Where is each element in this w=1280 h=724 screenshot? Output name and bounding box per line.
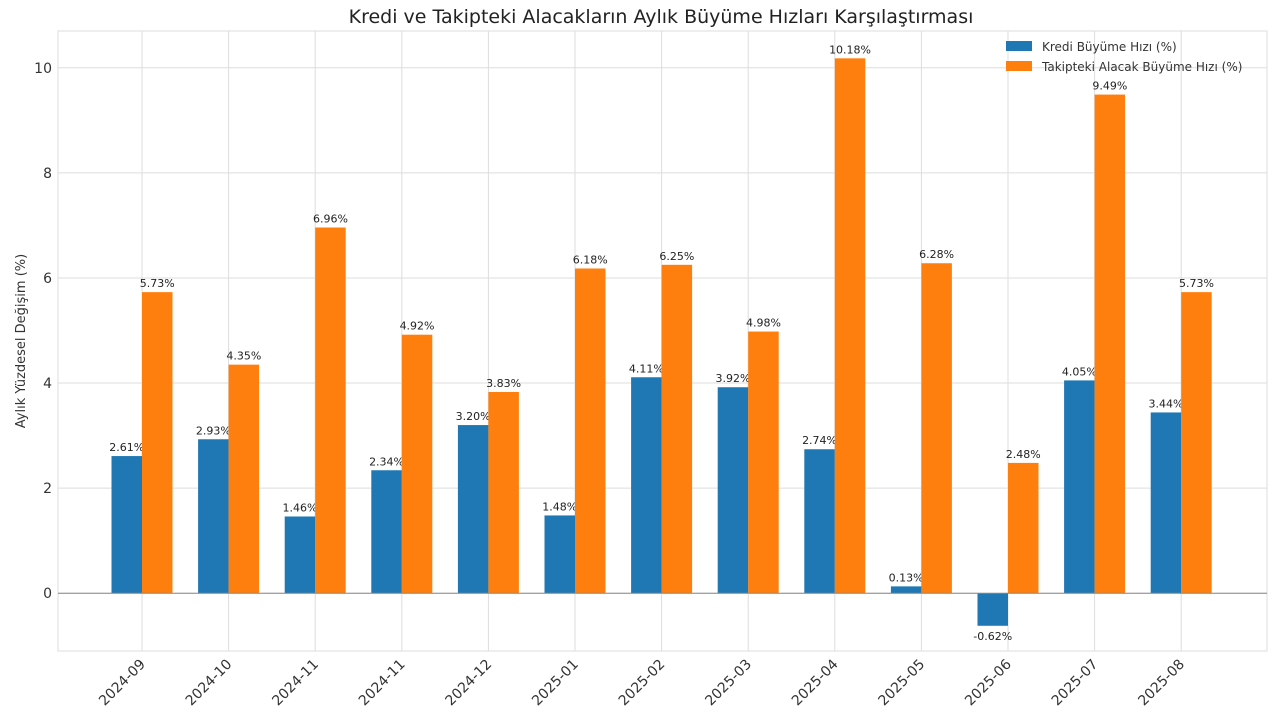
data-label: 3.20% bbox=[456, 410, 491, 423]
y-tick-label: 6 bbox=[43, 271, 52, 287]
bar-kredi bbox=[371, 470, 402, 594]
bar-takipteki bbox=[1181, 292, 1212, 594]
x-tick-label: 2024-12 bbox=[443, 657, 496, 710]
data-label: -0.62% bbox=[973, 630, 1012, 643]
bar-takipteki bbox=[921, 263, 952, 594]
chart-title: Kredi ve Takipteki Alacakların Aylık Büy… bbox=[349, 6, 974, 28]
bar-takipteki bbox=[1008, 462, 1039, 594]
data-label: 6.96% bbox=[313, 213, 348, 226]
bar-kredi bbox=[977, 593, 1008, 626]
x-tick-label: 2024-10 bbox=[183, 657, 236, 710]
data-label: 5.73% bbox=[140, 277, 175, 290]
data-label: 3.92% bbox=[715, 372, 750, 385]
bar-takipteki bbox=[142, 292, 173, 594]
legend-swatch bbox=[1006, 61, 1032, 71]
bar-kredi bbox=[804, 449, 835, 594]
bar-kredi bbox=[1064, 380, 1095, 594]
x-tick-label: 2025-01 bbox=[529, 657, 582, 710]
bar-takipteki bbox=[228, 364, 260, 594]
y-tick-label: 10 bbox=[34, 61, 52, 77]
data-label: 4.92% bbox=[400, 320, 435, 333]
data-label: 2.61% bbox=[109, 441, 144, 454]
data-label: 9.49% bbox=[1092, 80, 1127, 93]
data-label: 4.98% bbox=[746, 317, 781, 330]
y-tick-label: 4 bbox=[43, 376, 52, 392]
bar-takipteki bbox=[1094, 94, 1126, 594]
legend-swatch bbox=[1006, 41, 1032, 51]
bar-kredi bbox=[717, 387, 749, 594]
data-label: 1.48% bbox=[542, 500, 577, 513]
legend-label: Kredi Büyüme Hızı (%) bbox=[1042, 40, 1177, 54]
bar-takipteki bbox=[661, 264, 693, 594]
x-tick-label: 2025-02 bbox=[616, 657, 669, 710]
bar-takipteki bbox=[315, 227, 346, 594]
bar-takipteki bbox=[401, 334, 433, 594]
data-label: 4.11% bbox=[629, 362, 664, 375]
x-tick-label: 2024-09 bbox=[96, 657, 149, 710]
data-label: 4.05% bbox=[1062, 365, 1097, 378]
x-tick-label: 2025-08 bbox=[1135, 657, 1188, 710]
bar-kredi bbox=[631, 377, 662, 594]
x-tick-label: 2025-03 bbox=[702, 657, 755, 710]
x-tick-label: 2025-06 bbox=[962, 656, 1015, 709]
bar-takipteki bbox=[748, 331, 779, 594]
x-tick-label: 2025-07 bbox=[1049, 657, 1102, 710]
x-tick-label: 2025-05 bbox=[876, 657, 929, 710]
x-tick-label: 2025-04 bbox=[789, 656, 842, 709]
bar-kredi bbox=[198, 439, 229, 594]
y-tick-label: 2 bbox=[43, 481, 52, 497]
bar-kredi bbox=[890, 586, 922, 594]
data-label: 6.25% bbox=[659, 250, 694, 263]
data-label: 2.34% bbox=[369, 455, 404, 468]
data-label: 4.35% bbox=[226, 350, 261, 363]
bar-kredi bbox=[1150, 412, 1182, 594]
data-label: 6.18% bbox=[573, 253, 608, 266]
data-label: 6.28% bbox=[919, 248, 954, 261]
data-label: 2.74% bbox=[802, 434, 837, 447]
legend-label: Takipteki Alacak Büyüme Hızı (%) bbox=[1041, 60, 1242, 74]
bar-takipteki bbox=[575, 268, 606, 594]
bar-kredi bbox=[111, 456, 142, 594]
data-label: 0.13% bbox=[889, 571, 924, 584]
x-tick-label: 2024-11 bbox=[356, 657, 409, 710]
y-tick-label: 8 bbox=[43, 166, 52, 182]
data-label: 3.44% bbox=[1148, 397, 1183, 410]
y-tick-label: 0 bbox=[43, 586, 52, 602]
data-label: 2.48% bbox=[1006, 448, 1041, 461]
bar-kredi bbox=[284, 516, 316, 594]
data-label: 1.46% bbox=[282, 501, 317, 514]
bar-takipteki bbox=[488, 391, 519, 594]
x-tick-label: 2024-11 bbox=[269, 657, 322, 710]
data-label: 2.93% bbox=[196, 424, 231, 437]
bar-kredi bbox=[457, 425, 489, 594]
y-axis-label: Aylık Yüzdesel Değişim (%) bbox=[14, 254, 29, 428]
data-label: 3.83% bbox=[486, 377, 521, 390]
data-label: 5.73% bbox=[1179, 277, 1214, 290]
data-label: 10.18% bbox=[829, 43, 871, 56]
bar-takipteki bbox=[834, 58, 866, 594]
bar-kredi bbox=[544, 515, 575, 594]
